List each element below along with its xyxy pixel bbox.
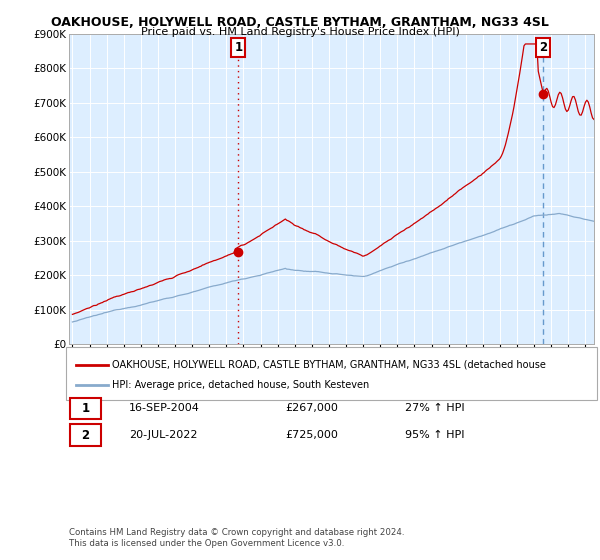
Text: OAKHOUSE, HOLYWELL ROAD, CASTLE BYTHAM, GRANTHAM, NG33 4SL: OAKHOUSE, HOLYWELL ROAD, CASTLE BYTHAM, … xyxy=(51,16,549,29)
Text: 2: 2 xyxy=(539,41,547,54)
Text: Price paid vs. HM Land Registry's House Price Index (HPI): Price paid vs. HM Land Registry's House … xyxy=(140,27,460,37)
Text: 95% ↑ HPI: 95% ↑ HPI xyxy=(405,430,464,440)
Text: £267,000: £267,000 xyxy=(285,403,338,413)
Text: Contains HM Land Registry data © Crown copyright and database right 2024.
This d: Contains HM Land Registry data © Crown c… xyxy=(69,528,404,548)
Text: 27% ↑ HPI: 27% ↑ HPI xyxy=(405,403,464,413)
Text: HPI: Average price, detached house, South Kesteven: HPI: Average price, detached house, Sout… xyxy=(112,380,370,390)
Text: 20-JUL-2022: 20-JUL-2022 xyxy=(129,430,197,440)
Text: OAKHOUSE, HOLYWELL ROAD, CASTLE BYTHAM, GRANTHAM, NG33 4SL (detached house: OAKHOUSE, HOLYWELL ROAD, CASTLE BYTHAM, … xyxy=(112,360,546,370)
Text: 16-SEP-2004: 16-SEP-2004 xyxy=(129,403,200,413)
Text: 2: 2 xyxy=(82,428,89,442)
Text: £725,000: £725,000 xyxy=(285,430,338,440)
Text: 1: 1 xyxy=(235,41,242,54)
Text: 1: 1 xyxy=(82,402,89,415)
